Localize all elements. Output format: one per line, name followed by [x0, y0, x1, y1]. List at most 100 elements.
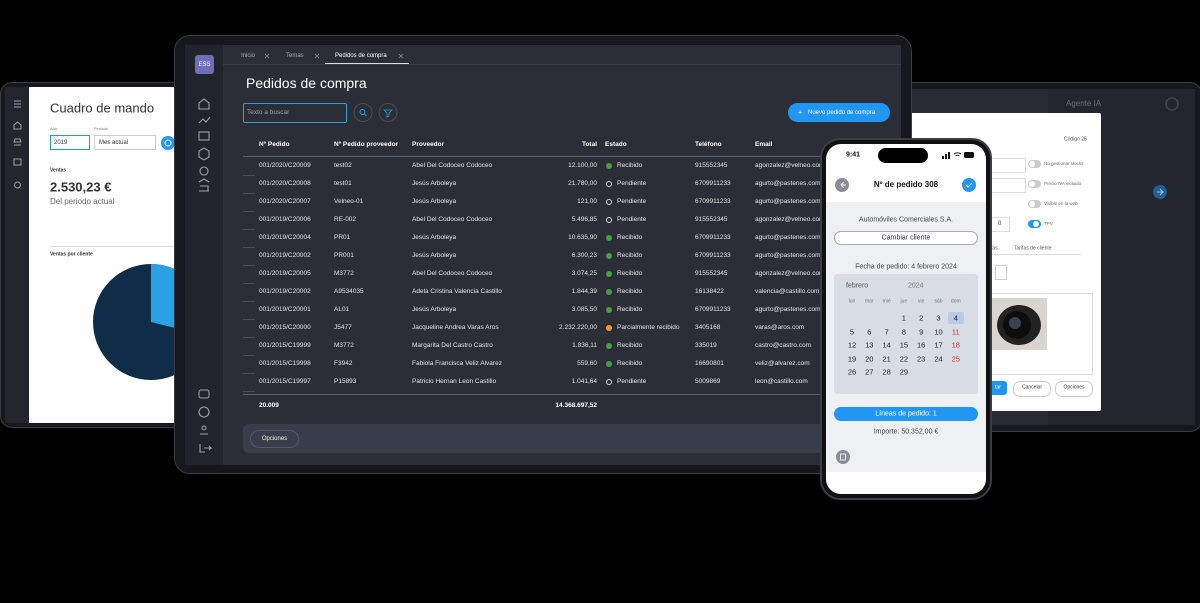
day[interactable]: 4	[953, 313, 958, 323]
orders-screen	[185, 45, 901, 465]
day[interactable]: 19	[847, 354, 857, 364]
day[interactable]: 21	[882, 354, 891, 364]
table-cell: 6709911233	[695, 251, 731, 259]
day[interactable]: 9	[919, 326, 924, 336]
period-select[interactable]	[94, 135, 156, 150]
table-cell: leon@castillo.com	[755, 377, 808, 385]
column-header[interactable]: Nº Pedido	[259, 140, 290, 148]
table-cell: Recibido	[617, 161, 643, 169]
cancel-button[interactable]	[1013, 381, 1051, 397]
tab[interactable]: Inicio	[241, 53, 256, 59]
row-separator	[243, 193, 255, 194]
column-header[interactable]: Total	[581, 140, 597, 148]
table-cell: 001/2015/C20000	[259, 323, 311, 331]
table-cell: Abel Del Codoceo Codoceo	[412, 269, 493, 277]
column-header[interactable]: Proveedor	[412, 140, 445, 148]
day[interactable]: 10	[934, 326, 943, 336]
form-tab[interactable]: Tarifas de cliente	[1014, 245, 1052, 252]
table-cell: RE-002	[334, 215, 357, 223]
day[interactable]: 18	[951, 340, 960, 350]
header-line	[243, 156, 895, 157]
tab-bar-line	[223, 64, 901, 65]
day[interactable]: 26	[847, 367, 857, 377]
input[interactable]	[991, 158, 1026, 173]
toggle-label: No gestionar stocks	[1044, 160, 1084, 166]
day[interactable]: 3	[936, 313, 941, 323]
input[interactable]	[991, 178, 1026, 193]
column-header[interactable]: Email	[755, 140, 773, 148]
table-cell: 5009869	[695, 377, 721, 385]
day[interactable]: 17	[934, 340, 943, 350]
table-cell: agonzalez@velneo.com	[755, 215, 825, 223]
refresh-button[interactable]	[160, 135, 176, 151]
delete-button[interactable]	[835, 449, 851, 465]
phone-header-buttons[interactable]	[835, 176, 983, 194]
table-cell: 21.780,00	[568, 179, 597, 187]
sales-caption: Del periodo actual	[50, 197, 115, 206]
day[interactable]: 29	[899, 367, 909, 377]
order-lines-button[interactable]	[834, 407, 978, 421]
row-separator	[243, 175, 255, 176]
dashboard-tablet: Cuadro de mando Año Periodo 2019 Mes act…	[0, 82, 194, 428]
day[interactable]: 15	[899, 340, 909, 350]
day[interactable]: 27	[865, 367, 874, 377]
new-order-button[interactable]	[788, 103, 890, 122]
day[interactable]: 7	[884, 326, 889, 336]
status-dot	[606, 235, 612, 241]
footer-total: 14.368.697,52	[555, 401, 597, 409]
calendar-month[interactable]: febrero	[846, 282, 869, 290]
table-cell: Velneo-01	[334, 197, 364, 205]
column-header[interactable]: Teléfono	[695, 140, 722, 148]
order-lines-label: Líneas de pedido: 1	[875, 410, 937, 418]
toggle-knob	[1029, 181, 1035, 187]
table-cell: Recibido	[617, 359, 643, 367]
day[interactable]: 28	[882, 367, 891, 377]
column-header[interactable]: Estado	[605, 140, 627, 148]
day[interactable]: 6	[867, 326, 872, 336]
day[interactable]: 1	[901, 313, 906, 323]
logo[interactable]	[195, 55, 214, 74]
day[interactable]: 25	[951, 354, 960, 364]
day[interactable]: 11	[951, 326, 960, 336]
agent-send[interactable]	[1151, 183, 1169, 201]
column-header[interactable]: Nº Pedido proveedor	[334, 140, 399, 148]
search-input[interactable]	[243, 103, 347, 123]
table-cell: 1.836,11	[572, 341, 597, 349]
day[interactable]: 12	[847, 340, 857, 350]
day[interactable]: 24	[934, 354, 943, 364]
search-buttons[interactable]	[353, 102, 399, 123]
table-cell: Jesús Arboleya	[412, 197, 457, 205]
table-cell: 001/2015/C19997	[259, 377, 311, 385]
table-cell: Recibido	[617, 269, 643, 277]
form-tab[interactable]: fas	[991, 245, 998, 252]
day[interactable]: 2	[919, 313, 924, 323]
year-input[interactable]	[50, 135, 90, 150]
status-dot	[606, 289, 612, 295]
table-cell: test01	[334, 179, 352, 187]
day[interactable]: 22	[899, 354, 909, 364]
table-cell: agonzalez@velneo.com	[755, 161, 825, 169]
tab[interactable]: Temas	[286, 53, 304, 59]
day[interactable]: 13	[865, 340, 874, 350]
calendar-year[interactable]: 2024	[908, 282, 924, 290]
weekday: jue	[900, 298, 908, 305]
options-button[interactable]	[1055, 381, 1093, 397]
toggle-label: Visible en la web	[1044, 200, 1078, 206]
day[interactable]: 5	[849, 326, 855, 336]
day[interactable]: 14	[882, 340, 891, 350]
table-cell: 3405168	[695, 323, 721, 331]
notch	[878, 148, 928, 163]
footer-line	[243, 394, 895, 395]
day[interactable]: 8	[901, 326, 906, 336]
table-cell: agurto@pastenes.com	[755, 251, 821, 259]
day[interactable]: 23	[917, 354, 926, 364]
select[interactable]	[995, 265, 1007, 280]
change-customer-button[interactable]	[834, 231, 978, 245]
day[interactable]: 20	[865, 354, 874, 364]
day[interactable]: 16	[917, 340, 926, 350]
status-dot	[606, 163, 612, 169]
selected-day	[947, 312, 964, 324]
options-button[interactable]	[250, 430, 299, 448]
table-cell: Fabiola Francisca Veliz Alvarez	[412, 359, 502, 367]
tab-active[interactable]: Pedidos de compra	[335, 53, 387, 59]
